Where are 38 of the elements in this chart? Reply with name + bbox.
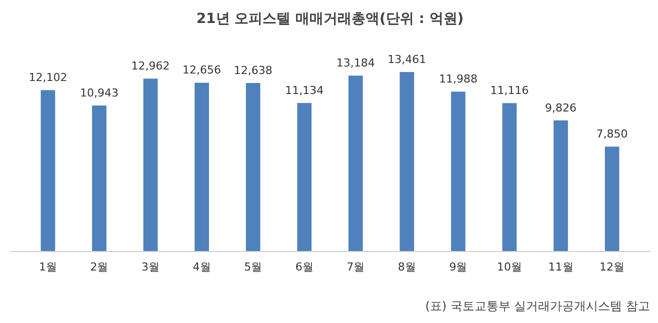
x-tick-label: 5월 xyxy=(244,260,262,274)
bar xyxy=(92,105,106,251)
data-label: 9,826 xyxy=(545,101,577,114)
x-tick-label: 6월 xyxy=(295,260,314,274)
data-label: 11,116 xyxy=(490,84,529,98)
bar xyxy=(348,76,363,251)
data-label: 11,988 xyxy=(438,72,478,86)
x-tick-label: 8월 xyxy=(398,260,416,274)
bar xyxy=(246,82,260,251)
bar xyxy=(40,90,56,251)
x-tick-label: 7월 xyxy=(346,260,365,274)
text: (표) 국토교통부 실거래가공개시스템 참고 xyxy=(425,298,650,315)
x-tick-label: 3월 xyxy=(142,260,160,274)
bar xyxy=(604,146,620,251)
bar xyxy=(400,72,414,251)
data-label: 11,134 xyxy=(285,84,324,97)
bar xyxy=(502,103,517,251)
data-label: 12,962 xyxy=(131,60,170,73)
x-tick-label: 9월 xyxy=(449,260,468,274)
x-tick-label: 4월 xyxy=(192,260,211,274)
data-label: 12,638 xyxy=(234,64,272,77)
bar xyxy=(554,120,568,251)
bar xyxy=(451,92,466,251)
x-tick-label: 11월 xyxy=(548,260,574,274)
x-tick-label: 10월 xyxy=(496,260,522,274)
bar xyxy=(194,82,209,251)
data-label: 12,102 xyxy=(28,71,68,84)
x-tick-label: 12월 xyxy=(600,260,625,274)
data-label: 12,656 xyxy=(182,64,222,77)
chart-title: 21년 오피스텔 매매거래총액(단위 : 억원) xyxy=(196,11,464,27)
data-label: 13,184 xyxy=(336,56,375,70)
bar xyxy=(297,102,312,251)
data-label: 13,461 xyxy=(388,53,426,66)
data-label: 10,943 xyxy=(80,86,118,100)
data-label: 7,850 xyxy=(596,128,628,141)
x-tick-label: 2월 xyxy=(90,260,108,274)
bar xyxy=(143,78,158,251)
x-tick-label: 1월 xyxy=(38,260,57,274)
